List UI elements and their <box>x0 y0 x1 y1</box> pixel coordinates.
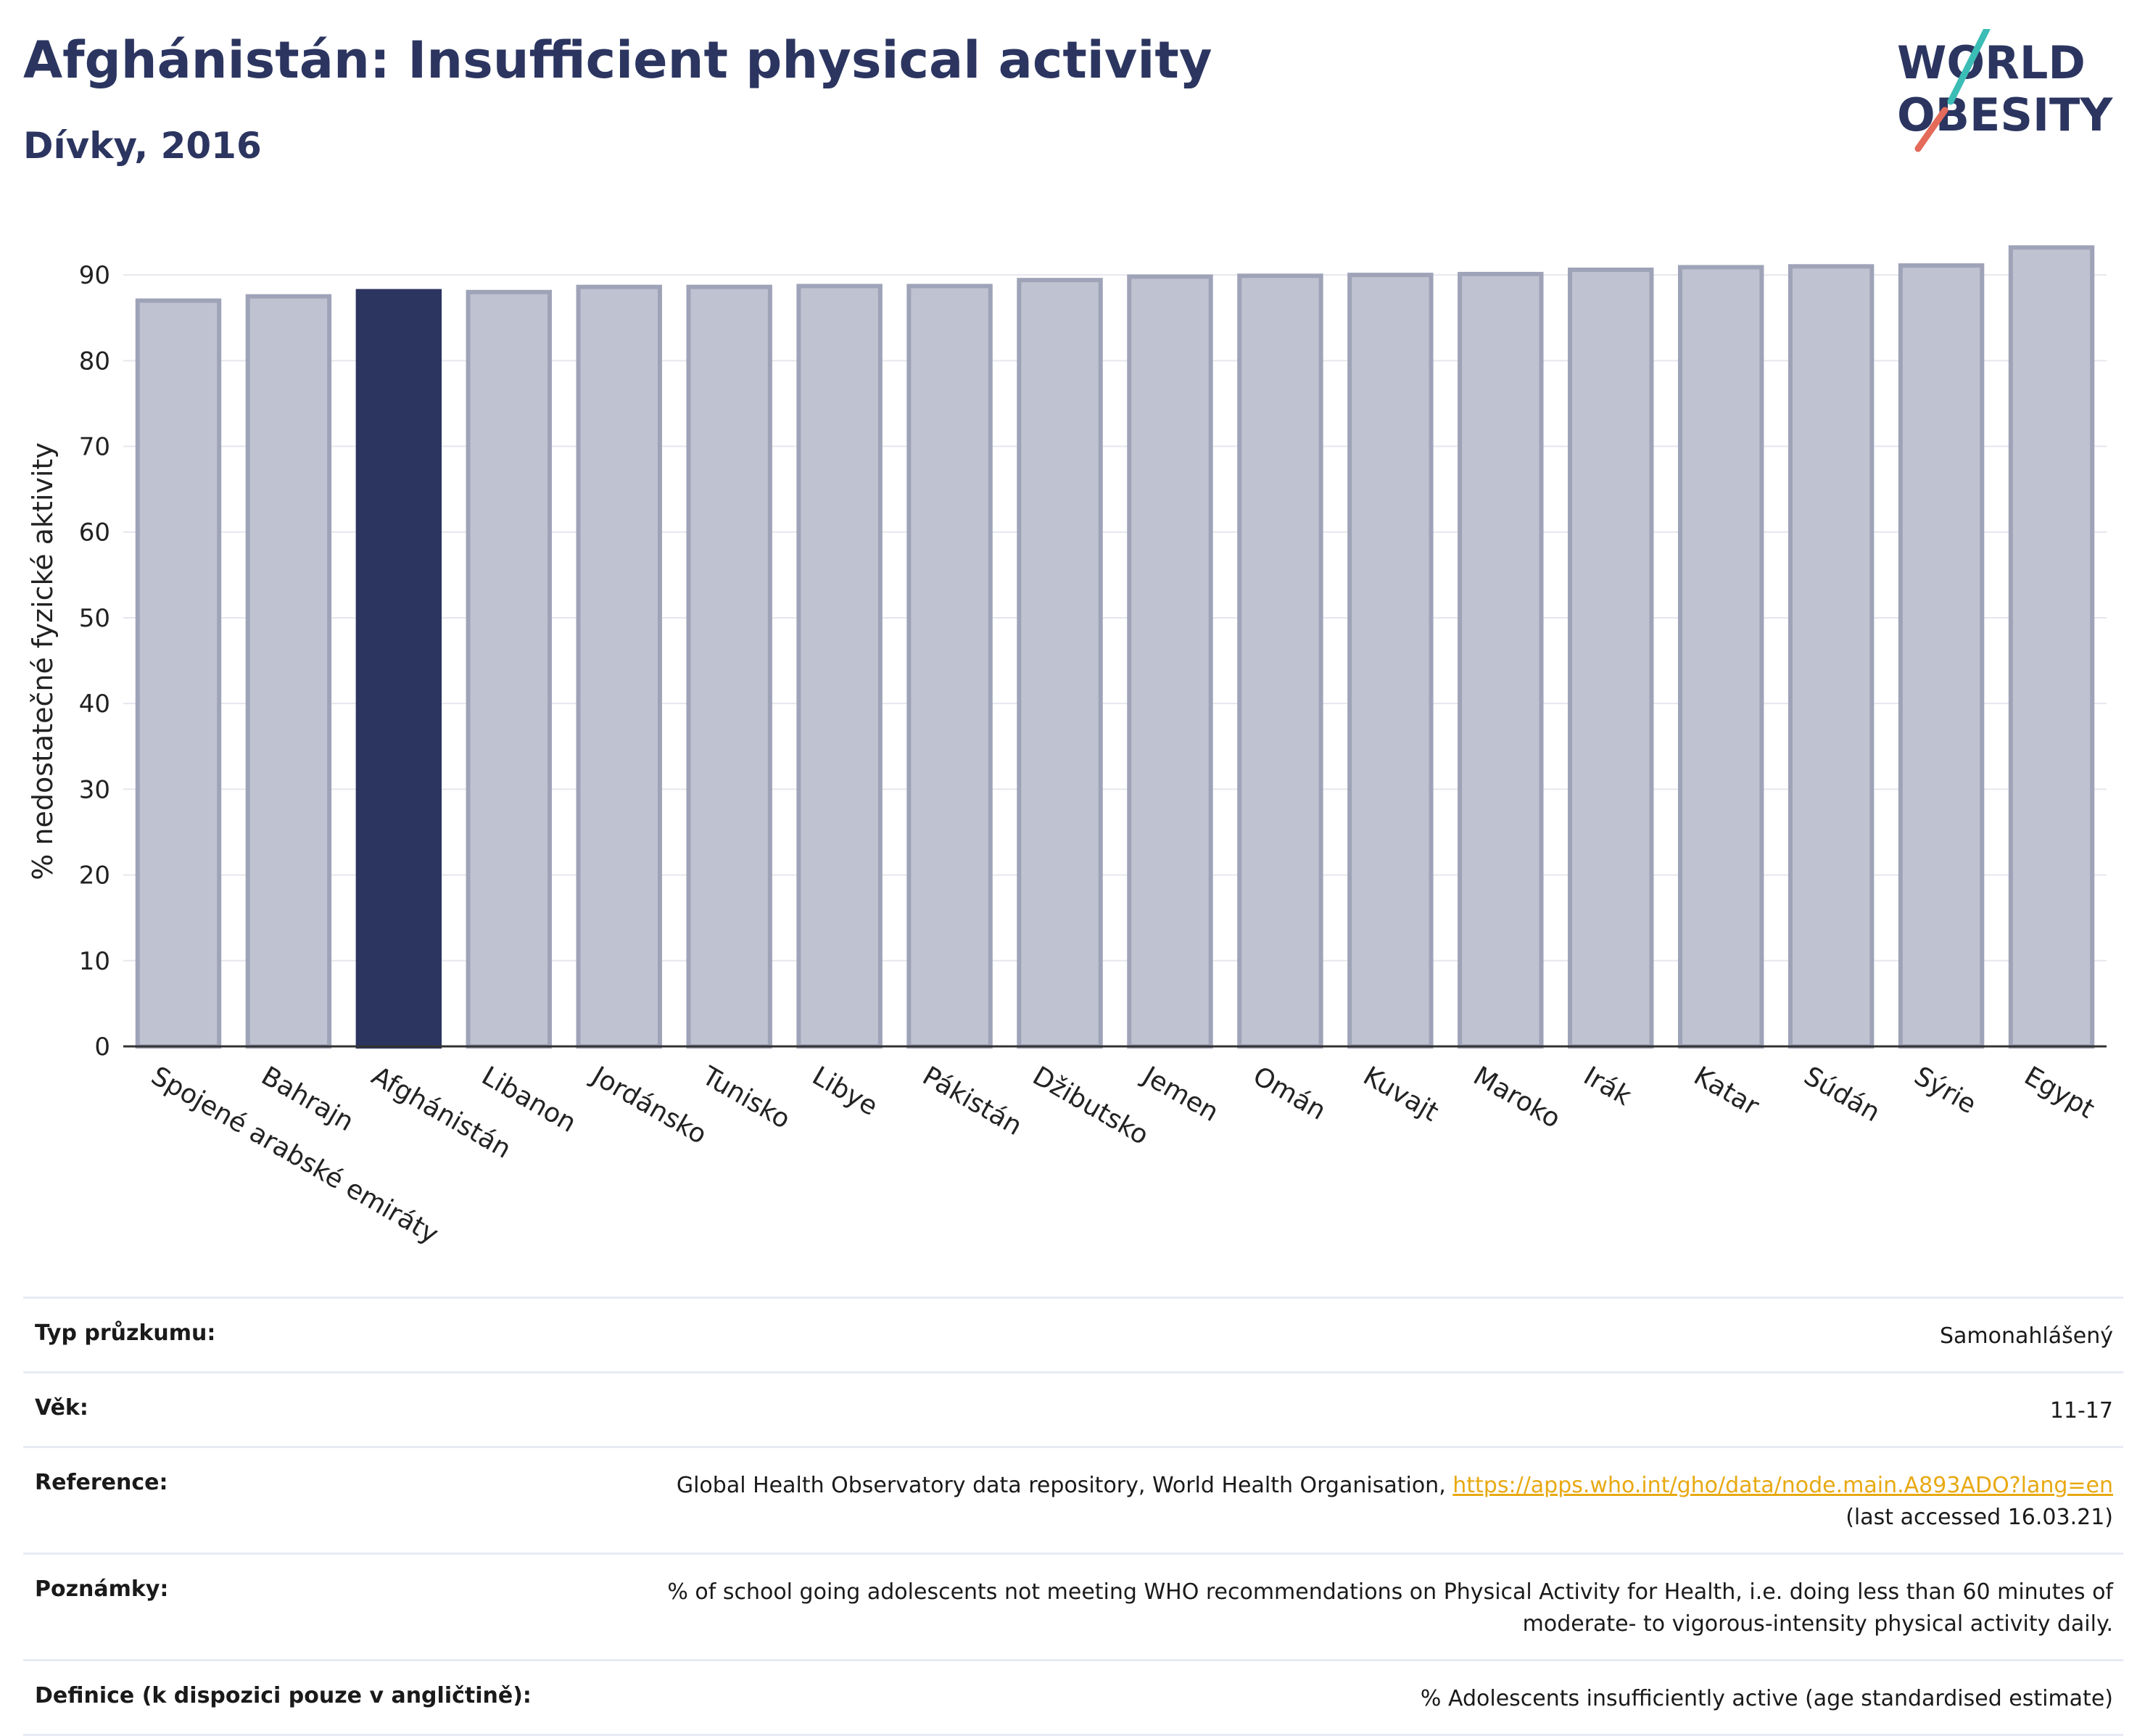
definition-label: Definice (k dispozici pouze v angličtině… <box>35 1683 532 1708</box>
x-tick-label: Kuvajt <box>1358 1061 1444 1128</box>
y-tick-label: 20 <box>79 861 110 890</box>
x-tick-label: Omán <box>1248 1061 1331 1126</box>
bar-4 <box>576 284 662 1049</box>
bar-16 <box>1898 263 1985 1049</box>
survey-label: Typ průzkumu: <box>35 1320 216 1346</box>
info-row-survey: Typ průzkumu: Samonahlášený <box>23 1297 2123 1371</box>
logo-line1: WORLD <box>1897 36 2086 89</box>
y-tick-label: 90 <box>79 261 110 290</box>
info-table: Typ průzkumu: Samonahlášený Věk: 11-17 R… <box>23 1297 2123 1736</box>
y-tick-label: 60 <box>79 518 110 547</box>
bar-17 <box>2008 245 2095 1049</box>
bar-12 <box>1458 271 1544 1049</box>
chart-subtitle: Dívky, 2016 <box>23 125 262 167</box>
info-row-notes: Poznámky: % of school going adolescents … <box>23 1553 2123 1659</box>
bar-9 <box>1127 274 1213 1049</box>
bar-10 <box>1237 273 1323 1049</box>
y-tick-label: 70 <box>79 433 110 462</box>
notes-value: % of school going adolescents not meetin… <box>667 1576 2113 1640</box>
reference-text: Global Health Observatory data repositor… <box>676 1473 1453 1498</box>
bar-2 <box>355 289 442 1049</box>
notes-label: Poznámky: <box>35 1576 169 1602</box>
bar-13 <box>1568 268 1654 1049</box>
reference-label: Reference: <box>35 1470 168 1495</box>
x-tick-label: Džibutsko <box>1028 1061 1154 1151</box>
chart-title: Afghánistán: Insufficient physical activ… <box>23 30 1212 90</box>
survey-value: Samonahlášený <box>1940 1323 2113 1349</box>
x-tick-label: Egypt <box>2020 1061 2099 1124</box>
notes-line2: moderate- to vigorous-intensity physical… <box>1522 1611 2113 1637</box>
y-tick-label: 80 <box>79 347 110 376</box>
grid-lines <box>123 274 2107 962</box>
x-tick-label: Jordánsko <box>586 1060 712 1150</box>
logo-stripe-teal <box>1947 29 1991 105</box>
y-tick-label: 30 <box>79 775 110 804</box>
y-axis-label: % nedostatečné fyzické aktivity <box>27 442 59 880</box>
age-label: Věk: <box>35 1395 88 1421</box>
bar-0 <box>135 298 222 1049</box>
reference-link[interactable]: https://apps.who.int/gho/data/node.main.… <box>1452 1473 2113 1498</box>
bar-3 <box>466 289 553 1049</box>
reference-accessed: (last accessed 16.03.21) <box>1846 1505 2113 1530</box>
bars <box>135 245 2095 1049</box>
x-tick-label: Súdán <box>1799 1061 1885 1128</box>
x-tick-label: Maroko <box>1468 1061 1566 1134</box>
x-tick-label: Libye <box>807 1061 883 1122</box>
x-tick-label: Pákistán <box>917 1061 1027 1141</box>
x-tick-label: Katar <box>1689 1061 1764 1122</box>
bar-8 <box>1017 278 1103 1049</box>
y-tick-label: 40 <box>79 690 110 719</box>
info-row-definition: Definice (k dispozici pouze v angličtině… <box>23 1659 2123 1736</box>
bar-6 <box>796 284 883 1049</box>
x-tick-label: Irák <box>1579 1061 1637 1112</box>
bar-15 <box>1788 264 1875 1049</box>
logo-stripe-red <box>1914 107 1948 152</box>
bar-1 <box>245 294 332 1049</box>
x-tick-label: Jemen <box>1136 1060 1223 1128</box>
age-value: 11-17 <box>2049 1398 2113 1423</box>
bar-14 <box>1677 265 1764 1049</box>
x-tick-label: Sýrie <box>1909 1061 1981 1120</box>
reference-value: Global Health Observatory data repositor… <box>677 1470 2113 1534</box>
info-row-age: Věk: 11-17 <box>23 1371 2123 1446</box>
y-tick-label: 0 <box>94 1033 110 1062</box>
world-obesity-logo: WORLD OBESITY <box>1897 29 2113 152</box>
info-row-reference: Reference: Global Health Observatory dat… <box>23 1446 2123 1553</box>
y-tick-label: 10 <box>79 947 110 976</box>
y-tick-label: 50 <box>79 604 110 633</box>
definition-value: % Adolescents insufficiently active (age… <box>1420 1686 2113 1711</box>
bar-7 <box>906 284 993 1049</box>
bar-11 <box>1347 273 1434 1049</box>
notes-line1: % of school going adolescents not meetin… <box>667 1579 2113 1605</box>
bar-5 <box>686 284 772 1049</box>
